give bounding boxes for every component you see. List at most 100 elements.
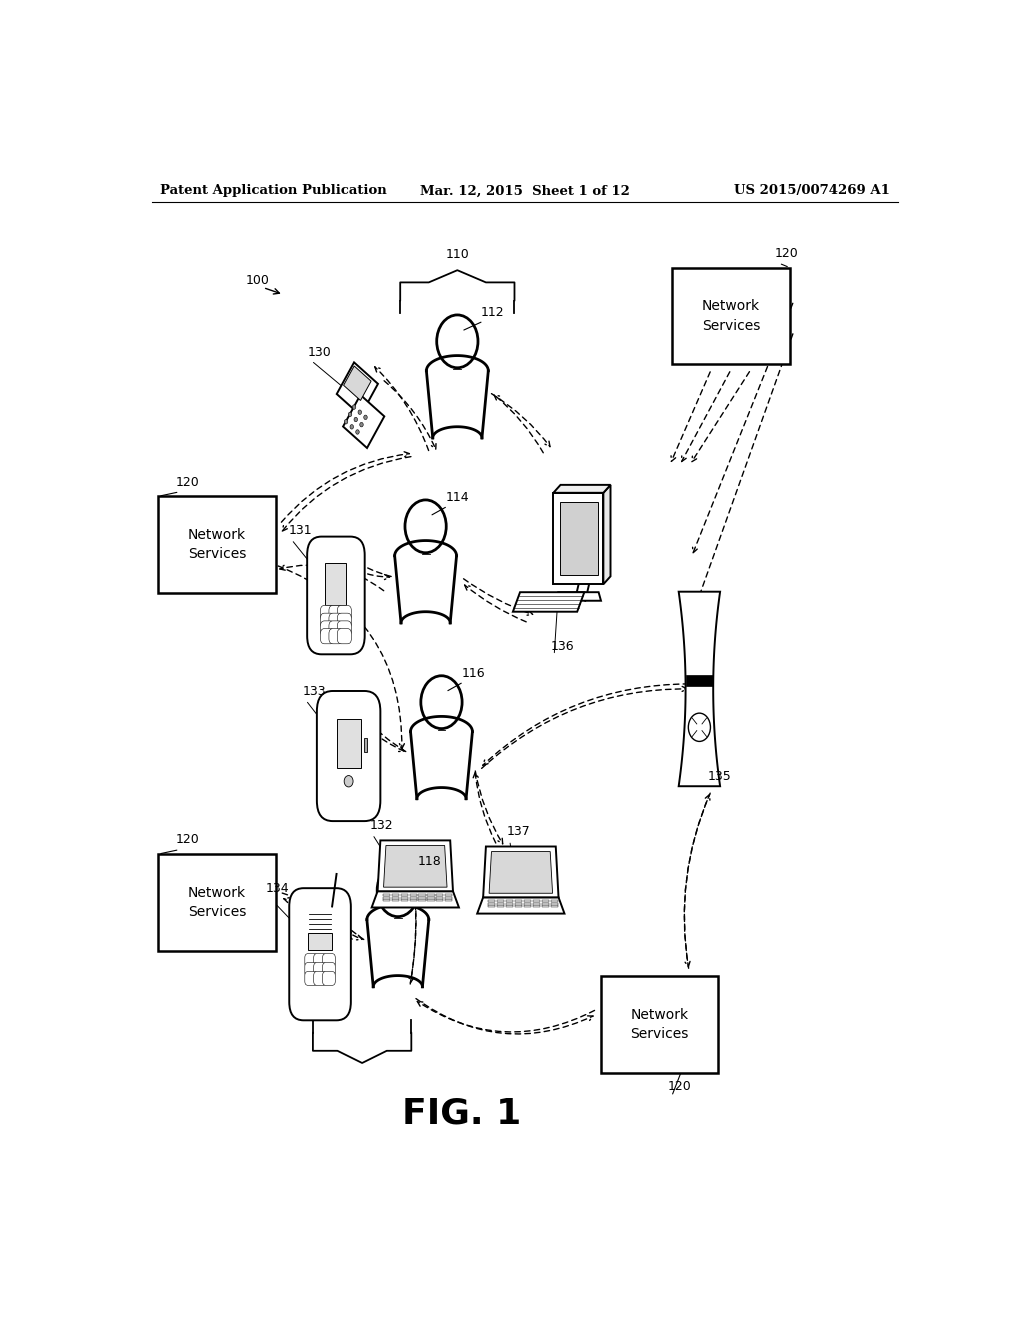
- Text: 120: 120: [775, 247, 799, 260]
- Bar: [410, 896, 417, 899]
- FancyArrowPatch shape: [682, 372, 730, 462]
- Bar: [542, 906, 549, 907]
- FancyBboxPatch shape: [337, 614, 351, 628]
- FancyArrowPatch shape: [684, 795, 710, 969]
- Circle shape: [344, 420, 348, 424]
- Circle shape: [359, 422, 364, 426]
- Bar: [498, 903, 505, 904]
- FancyArrowPatch shape: [464, 578, 532, 615]
- Circle shape: [354, 417, 357, 422]
- Polygon shape: [513, 593, 585, 611]
- Text: 118: 118: [418, 855, 441, 867]
- Bar: [498, 900, 505, 902]
- FancyArrowPatch shape: [284, 898, 352, 939]
- FancyBboxPatch shape: [323, 953, 335, 968]
- Bar: [427, 894, 434, 896]
- Text: 100: 100: [246, 275, 269, 288]
- Bar: [391, 894, 398, 896]
- FancyArrowPatch shape: [335, 913, 364, 940]
- Bar: [383, 896, 390, 899]
- FancyArrowPatch shape: [283, 457, 411, 531]
- FancyArrowPatch shape: [481, 686, 687, 768]
- FancyArrowPatch shape: [375, 367, 429, 450]
- FancyBboxPatch shape: [321, 620, 335, 636]
- Bar: [419, 896, 426, 899]
- Circle shape: [358, 411, 361, 414]
- Bar: [445, 894, 453, 896]
- FancyArrowPatch shape: [494, 395, 544, 453]
- Bar: [524, 903, 531, 904]
- FancyBboxPatch shape: [337, 628, 351, 644]
- FancyArrowPatch shape: [279, 566, 404, 748]
- FancyArrowPatch shape: [358, 572, 389, 579]
- Polygon shape: [553, 484, 610, 492]
- Bar: [436, 896, 443, 899]
- FancyArrowPatch shape: [407, 843, 416, 983]
- Circle shape: [350, 425, 353, 429]
- Bar: [488, 906, 496, 907]
- FancyArrowPatch shape: [692, 372, 750, 462]
- Bar: [551, 906, 558, 907]
- Bar: [365, 738, 367, 752]
- FancyArrowPatch shape: [416, 998, 593, 1034]
- Bar: [383, 894, 390, 896]
- Polygon shape: [344, 366, 371, 400]
- Circle shape: [348, 412, 352, 417]
- FancyBboxPatch shape: [337, 620, 351, 636]
- Bar: [337, 719, 360, 768]
- Text: FIG. 1: FIG. 1: [401, 1097, 521, 1131]
- Bar: [436, 894, 443, 896]
- FancyBboxPatch shape: [321, 614, 335, 628]
- Polygon shape: [378, 841, 453, 891]
- Bar: [391, 896, 398, 899]
- Bar: [506, 903, 513, 904]
- Bar: [427, 896, 434, 899]
- Circle shape: [355, 430, 359, 434]
- Text: 120: 120: [176, 475, 200, 488]
- Polygon shape: [553, 492, 603, 585]
- Polygon shape: [477, 898, 564, 913]
- Text: Mar. 12, 2015  Sheet 1 of 12: Mar. 12, 2015 Sheet 1 of 12: [420, 185, 630, 198]
- FancyBboxPatch shape: [323, 962, 335, 977]
- FancyBboxPatch shape: [337, 606, 351, 620]
- FancyBboxPatch shape: [316, 690, 380, 821]
- Circle shape: [344, 776, 353, 787]
- Polygon shape: [679, 591, 720, 787]
- Bar: [419, 894, 426, 896]
- Text: Network
Services: Network Services: [187, 886, 246, 919]
- Bar: [391, 899, 398, 902]
- Bar: [532, 900, 540, 902]
- Bar: [445, 896, 453, 899]
- Text: Network
Services: Network Services: [631, 1007, 689, 1041]
- FancyArrowPatch shape: [367, 727, 404, 751]
- FancyBboxPatch shape: [289, 888, 351, 1020]
- FancyBboxPatch shape: [313, 953, 327, 968]
- Bar: [515, 903, 522, 904]
- Bar: [436, 899, 443, 902]
- FancyBboxPatch shape: [305, 962, 317, 977]
- FancyArrowPatch shape: [473, 772, 496, 843]
- Text: 135: 135: [708, 771, 731, 784]
- Text: 116: 116: [462, 667, 485, 680]
- Circle shape: [352, 405, 355, 409]
- FancyArrowPatch shape: [692, 334, 793, 614]
- Bar: [427, 899, 434, 902]
- FancyBboxPatch shape: [321, 628, 335, 644]
- Bar: [506, 900, 513, 902]
- FancyArrowPatch shape: [384, 380, 436, 449]
- Bar: [601, 975, 719, 1073]
- Bar: [542, 900, 549, 902]
- Polygon shape: [343, 395, 384, 447]
- FancyArrowPatch shape: [337, 924, 362, 940]
- Text: 132: 132: [370, 820, 393, 832]
- FancyBboxPatch shape: [307, 537, 365, 655]
- Text: 131: 131: [289, 524, 312, 537]
- Bar: [445, 899, 453, 902]
- FancyArrowPatch shape: [282, 451, 410, 523]
- Bar: [551, 900, 558, 902]
- FancyArrowPatch shape: [492, 393, 550, 446]
- Bar: [686, 676, 713, 686]
- Bar: [515, 900, 522, 902]
- Polygon shape: [372, 891, 459, 907]
- FancyArrowPatch shape: [465, 585, 526, 622]
